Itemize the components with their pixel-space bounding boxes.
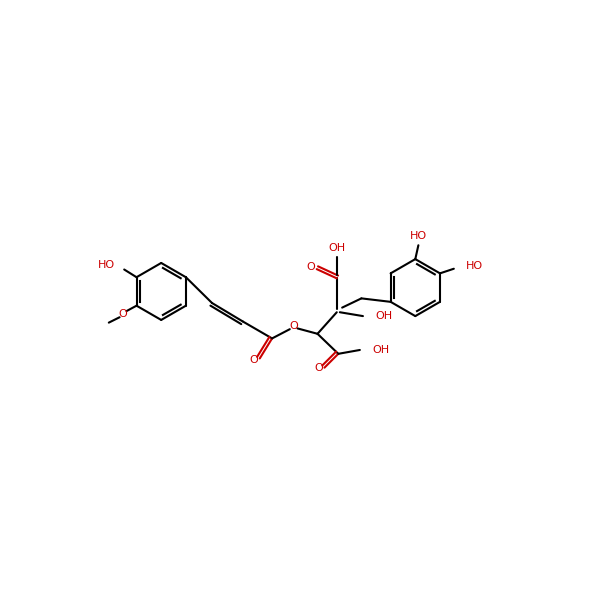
Text: HO: HO (410, 231, 427, 241)
Text: O: O (306, 262, 315, 272)
Text: OH: OH (372, 345, 389, 355)
Text: OH: OH (328, 242, 346, 253)
Text: HO: HO (466, 260, 483, 271)
Text: O: O (314, 362, 323, 373)
Text: O: O (249, 355, 258, 365)
Text: OH: OH (375, 311, 392, 321)
Text: O: O (289, 321, 298, 331)
Text: HO: HO (98, 260, 115, 270)
Text: O: O (118, 309, 127, 319)
